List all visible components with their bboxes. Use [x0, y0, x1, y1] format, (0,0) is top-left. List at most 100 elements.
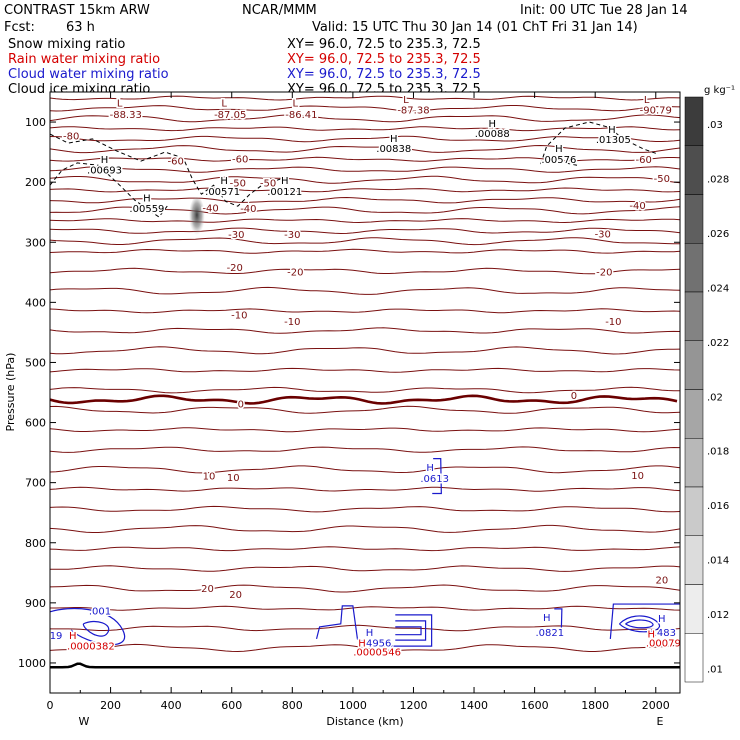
snow-extreme-label: L	[221, 98, 227, 109]
x-tick-label: 200	[100, 699, 121, 712]
colorbar-tick-label: .01	[707, 664, 723, 675]
x-tick: 800	[282, 92, 303, 712]
plot-contents: -80-60 -60 -60-50 -50 -50-40 -40 -40-30 -30 -30-…	[50, 93, 681, 669]
west-label: W	[79, 715, 90, 728]
colorbar-cell	[684, 243, 704, 293]
rain-label: H	[358, 639, 366, 650]
x-tick-label: 1800	[581, 699, 609, 712]
colorbar-tick-label: .022	[707, 338, 729, 349]
cloud-water-label: .0613	[420, 474, 449, 485]
temperature-contour	[50, 206, 680, 215]
snow-extreme-label: -86.41	[285, 110, 317, 121]
y-tick: 100	[25, 116, 680, 129]
cloud-ice-label: H	[220, 176, 228, 187]
colorbar-cell	[684, 535, 704, 585]
cloud-water-label: H	[658, 614, 666, 625]
temperature-contour	[50, 95, 680, 101]
colorbar: .03 .028 .026 .024 .022 .02 .018 .016 .014 .012 .0…	[684, 85, 735, 683]
chart-header: CONTRAST 15km ARW NCAR/MMM Init: 00 UTC …	[4, 3, 688, 97]
temperature-label: 20	[229, 590, 242, 601]
cloud-water-label: .001	[89, 606, 111, 617]
temperature-label: -30	[284, 230, 300, 241]
temperature-label: -10	[231, 311, 247, 322]
temperature-contour	[50, 227, 680, 235]
cloud-water-contour	[395, 626, 422, 636]
rain-label: .00079	[646, 639, 681, 650]
colorbar-ticks: .03 .028 .026 .024 .022 .02 .018 .016 .014 .012 .0…	[707, 120, 729, 675]
colorbar-cell	[684, 340, 704, 390]
temperature-contour	[50, 624, 680, 632]
terrain-surface	[50, 662, 680, 669]
temperature-contour	[50, 218, 680, 224]
cloud-ice-label: H	[608, 125, 616, 136]
temperature-contour	[50, 196, 680, 204]
rain-label: .0000382	[67, 642, 115, 653]
temperature-contour	[50, 144, 680, 154]
colorbar-cell	[684, 194, 704, 244]
temperature-label: -20	[227, 263, 243, 274]
valid-time: Valid: 15 UTC Thu 30 Jan 14 (01 ChT Fri …	[312, 20, 638, 35]
colorbar-cell	[684, 291, 704, 341]
x-tick: 0	[47, 92, 54, 712]
cloud-ice-label: .00571	[205, 187, 240, 198]
y-tick: 200	[25, 176, 680, 189]
snow-extreme-label: -88.33	[110, 110, 142, 121]
y-tick: 800	[25, 537, 680, 550]
snow-shade-core	[188, 197, 205, 238]
temperature-label: -60	[168, 157, 184, 168]
temperature-contour	[50, 446, 680, 453]
rain-label: H	[647, 630, 655, 641]
cloud-water-contour	[619, 615, 660, 633]
colorbar-units: g kg⁻¹	[704, 85, 735, 96]
x-tick: 1200	[399, 92, 427, 712]
cloud-ice-label: .00693	[87, 166, 122, 177]
cloud-ice-contour	[540, 121, 656, 165]
snow-extreme-label: L	[644, 95, 650, 106]
cloud-ice-label: .00576	[541, 155, 576, 166]
temperature-label: 10	[631, 471, 644, 482]
cloud-ice-label: H	[488, 119, 496, 130]
cloud-ice-contours	[50, 121, 656, 218]
temperature-contour	[50, 565, 680, 572]
y-tick-label: 100	[25, 116, 46, 129]
temperature-contour	[50, 248, 680, 254]
temperature-label: -40	[202, 204, 218, 215]
temperature-contour	[50, 505, 680, 513]
temperature-contour	[50, 524, 680, 533]
temperature-contour	[50, 166, 680, 173]
colorbar-tick-label: .016	[707, 501, 729, 512]
temperature-label: 20	[201, 584, 214, 595]
y-tick-label: 700	[25, 477, 46, 490]
temperature-contour	[50, 605, 680, 611]
y-tick: 500	[25, 356, 680, 369]
temperature-label: 0	[571, 391, 577, 402]
rain-label: H	[69, 631, 77, 642]
x-tick-label: 1400	[460, 699, 488, 712]
temperature-contour	[50, 308, 680, 314]
y-tick: 600	[25, 417, 680, 430]
temperature-contour	[50, 386, 680, 394]
snow-extreme-label: L	[403, 95, 409, 106]
x-tick: 1000	[339, 92, 367, 712]
field-name-rain: Rain water mixing ratio	[8, 52, 160, 67]
cloud-ice-label: H	[101, 155, 109, 166]
x-tick: 400	[161, 92, 182, 712]
cloud-water-label: .483	[654, 628, 676, 639]
colorbar-cell	[684, 145, 704, 195]
cloud-water-contour	[432, 458, 442, 495]
x-tick: 200	[100, 92, 121, 712]
x-tick: 1400	[460, 92, 488, 712]
cloud-ice-label: .01305	[596, 135, 631, 146]
cloud-ice-label: .00121	[267, 187, 302, 198]
temperature-contour	[50, 486, 680, 492]
east-label: E	[657, 715, 664, 728]
y-tick: 300	[25, 236, 680, 249]
cloud-water-label: H	[426, 463, 434, 474]
y-tick-label: 800	[25, 537, 46, 550]
cloud-water-contour	[625, 619, 654, 629]
y-tick-label: 200	[25, 176, 46, 189]
temperature-label: -60	[232, 154, 248, 165]
x-tick: 1600	[521, 92, 549, 712]
zero-isotherm	[50, 394, 678, 405]
